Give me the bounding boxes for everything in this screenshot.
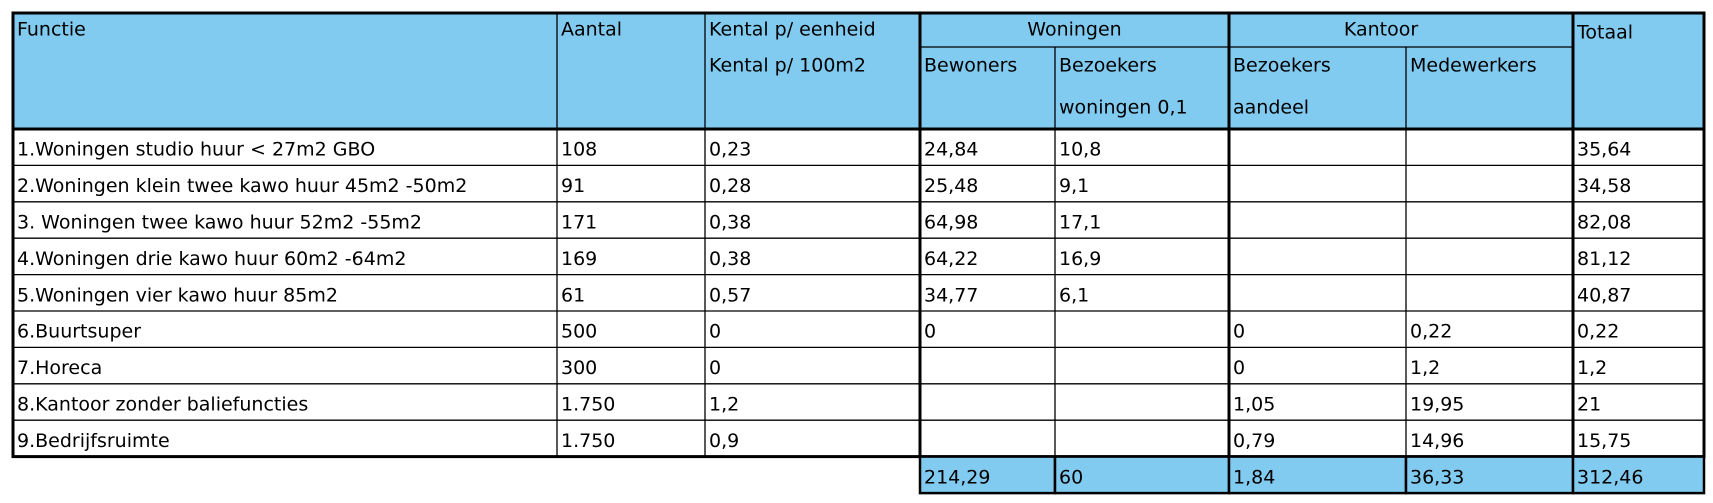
cell-text: 82,08 [1577,212,1631,234]
cell-text: 1,2 [709,394,739,416]
header-text: woningen 0,1 [1059,97,1188,119]
total-text: 1,84 [1233,466,1275,488]
cell-text: 64,22 [924,248,978,270]
cell-text: 1,2 [1410,357,1440,379]
header-text: Bezoekers [1059,55,1157,77]
cell-text: 0,22 [1577,321,1619,343]
header-text: Functie [17,19,86,41]
cell-text: 34,77 [924,284,978,306]
header-text: Medewerkers [1410,55,1537,77]
cell-text: 0,9 [709,430,739,452]
cell-text: 81,12 [1577,248,1631,270]
outer-border [11,11,1706,459]
cell-text: 2.Woningen klein twee kawo huur 45m2 -50… [17,175,467,197]
cell-text: 17,1 [1059,212,1101,234]
cell-text: 5.Woningen vier kawo huur 85m2 [17,284,338,306]
cell-text: 7.Horeca [17,357,102,379]
cell-text: 1.750 [561,394,615,416]
cell-text: 21 [1577,394,1601,416]
header-text: aandeel [1233,97,1309,119]
header-bg [13,13,1704,129]
total-cell [918,455,1057,495]
cell-text: 6.Buurtsuper [17,321,141,343]
cell-text: 500 [561,321,597,343]
cell-text: 9.Bedrijfsruimte [17,430,170,452]
cell-text: 0 [709,321,721,343]
cell-text: 4.Woningen drie kawo huur 60m2 -64m2 [17,248,406,270]
cell-text: 1.750 [561,430,615,452]
header-text: Aantal [561,19,622,41]
cell-text: 24,84 [924,139,978,161]
cell-text: 34,58 [1577,175,1631,197]
header-text: Bewoners [924,55,1017,77]
header-text: Bezoekers [1233,55,1331,77]
cell-text: 8.Kantoor zonder baliefuncties [17,394,308,416]
cell-text: 108 [561,139,597,161]
cell-text: 0,23 [709,139,751,161]
total-text: 312,46 [1577,466,1643,488]
header-text: Kental p/ 100m2 [709,55,866,77]
cell-text: 0,57 [709,284,751,306]
cell-text: 0 [1233,357,1245,379]
cell-text: 40,87 [1577,284,1631,306]
cell-text: 1,2 [1577,357,1607,379]
header-text: Kantoor [1344,19,1419,41]
total-text: 60 [1059,466,1083,488]
cell-text: 0,38 [709,212,751,234]
cell-text: 0,79 [1233,430,1275,452]
cell-text: 1.Woningen studio huur < 27m2 GBO [17,139,375,161]
cell-text: 1,05 [1233,394,1275,416]
cell-text: 25,48 [924,175,978,197]
cell-text: 91 [561,175,585,197]
cell-text: 16,9 [1059,248,1101,270]
cell-text: 64,98 [924,212,978,234]
cell-text: 10,8 [1059,139,1101,161]
cell-text: 171 [561,212,597,234]
header-text: Woningen [1027,19,1121,41]
cell-text: 0,22 [1410,321,1452,343]
cell-text: 3. Woningen twee kawo huur 52m2 -55m2 [17,212,422,234]
cell-text: 300 [561,357,597,379]
total-cell [1227,455,1408,495]
cell-text: 169 [561,248,597,270]
cell-text: 61 [561,284,585,306]
total-cell [1571,455,1706,495]
cell-text: 0 [924,321,936,343]
header-text: Kental p/ eenheid [709,19,876,41]
cell-text: 6,1 [1059,284,1089,306]
total-cell [1053,455,1231,495]
cell-text: 9,1 [1059,175,1089,197]
cell-text: 35,64 [1577,139,1631,161]
cell-text: 0 [1233,321,1245,343]
cell-text: 0,28 [709,175,751,197]
total-text: 214,29 [924,466,990,488]
cell-text: 0 [709,357,721,379]
header-text: Totaal [1576,22,1633,44]
total-text: 36,33 [1410,466,1464,488]
cell-text: 15,75 [1577,430,1631,452]
cell-text: 14,96 [1410,430,1464,452]
cell-text: 0,38 [709,248,751,270]
cell-text: 19,95 [1410,394,1464,416]
